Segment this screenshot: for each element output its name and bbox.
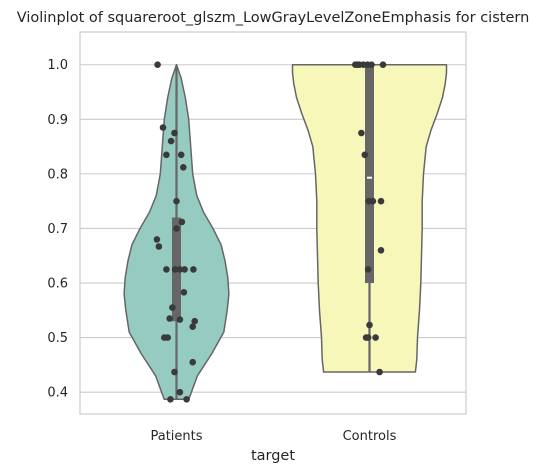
y-tick-labels: 0.4 0.5 0.6 0.7 0.8 0.9 1.0 [47,58,68,400]
data-point [154,61,161,68]
y-tick-label: 0.5 [47,331,68,346]
data-point [361,151,369,159]
data-point [183,396,190,403]
data-point [358,129,365,137]
data-point [364,266,372,273]
data-point [166,315,173,322]
data-point [190,266,197,273]
data-point [379,61,387,68]
data-point [171,129,178,137]
data-point [153,236,161,243]
data-point [169,304,176,311]
data-point [167,137,175,145]
point-layer [153,61,387,403]
data-point [163,151,170,159]
data-point [164,334,171,341]
data-point [369,197,377,205]
y-tick-label: 0.4 [47,386,68,401]
y-tick-label: 0.9 [47,113,68,128]
data-point [189,323,196,331]
x-axis-label: target [251,448,295,464]
data-point [163,266,170,273]
data-point [176,266,184,273]
y-tick-label: 0.7 [47,222,68,237]
data-point [364,334,372,341]
y-tick-label: 0.6 [47,277,68,292]
data-point [155,243,163,250]
iqr-box-controls [365,64,374,284]
data-point [171,368,178,376]
data-point [177,151,185,159]
data-point [180,289,188,296]
data-point [189,358,196,366]
data-point [176,316,184,323]
x-tick-label: Patients [150,429,202,444]
data-point [372,334,379,341]
data-point [376,368,383,376]
data-point [159,124,167,131]
data-point [173,197,180,205]
data-point [366,321,373,329]
data-point [173,225,180,232]
data-point [176,388,184,396]
data-point [178,218,186,226]
plot-frame [79,31,467,415]
violin-layer [123,63,448,401]
data-point [167,396,174,403]
y-tick-label: 0.8 [47,167,68,182]
data-point [180,164,187,171]
chart-title: Violinplot of squareroot_glszm_LowGrayLe… [17,10,530,26]
data-point [181,266,188,273]
y-tick-label: 1.0 [47,58,68,73]
data-point [368,61,375,68]
data-point [377,247,385,254]
data-point [191,317,198,325]
data-point [377,197,385,205]
x-tick-label: Controls [343,429,397,444]
data-point [171,266,179,273]
median-marker-controls [367,176,372,179]
x-tick-labels: Patients Controls [150,429,396,444]
